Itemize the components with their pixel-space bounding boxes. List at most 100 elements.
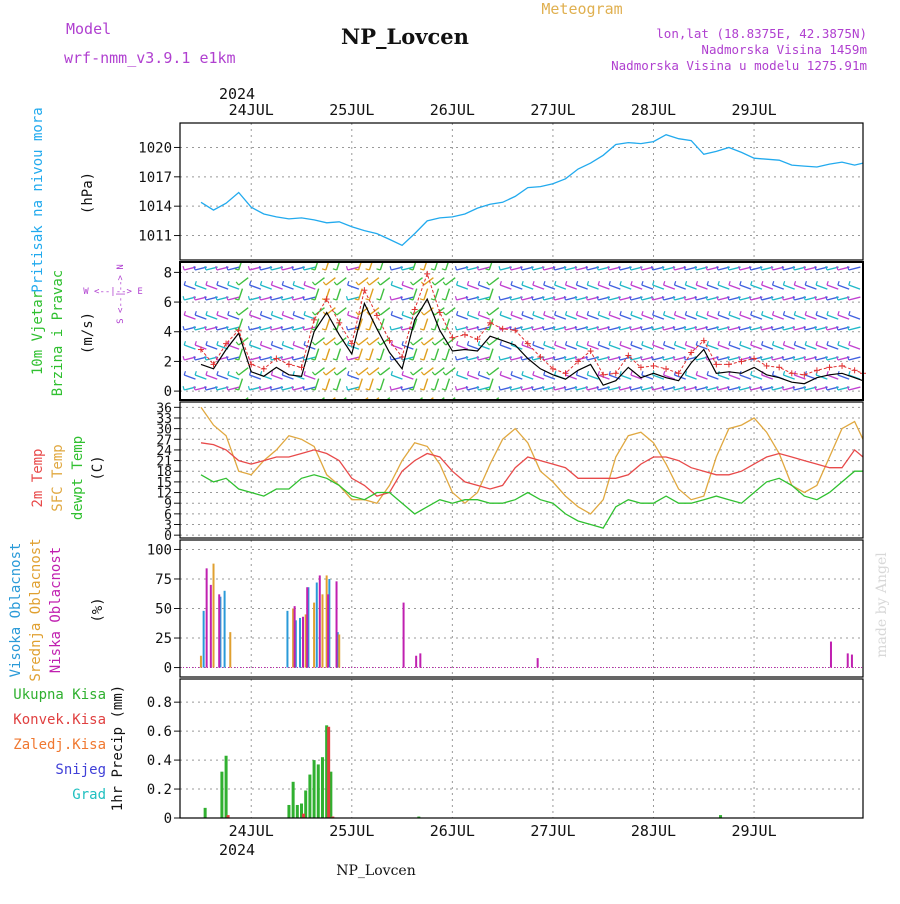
wind-barb (314, 262, 319, 271)
cloud-bar-2 (536, 658, 539, 668)
wind-barb-flag (542, 295, 545, 301)
wind-barb-flag (781, 265, 784, 271)
wind-barb (347, 266, 360, 271)
wind-barb-flag (194, 371, 197, 376)
wind-barb-flag (564, 311, 568, 316)
wind-barb-flag (552, 295, 556, 301)
wind-barb (412, 367, 423, 376)
wind-barb-flag (355, 281, 359, 286)
wind-barb-flag (310, 298, 316, 301)
wind-barb (630, 374, 643, 380)
wind-barb-flag (640, 355, 643, 361)
wind-barb (674, 314, 686, 320)
wind-barb-flag (401, 341, 404, 346)
wind-barb-flag (597, 341, 601, 346)
wind-barb-flag (585, 385, 588, 391)
wind-barb-flag (661, 265, 665, 271)
wind-barb-flag (476, 385, 479, 391)
wind-barb (510, 374, 523, 380)
wind-barb (347, 284, 360, 290)
wind-barb-flag (661, 295, 665, 301)
wind-barb-flag (585, 265, 588, 271)
wind-barb (478, 326, 491, 331)
cloud-bar-2 (846, 653, 849, 668)
wind-barb-flag (630, 341, 633, 346)
wind-barb (619, 284, 632, 290)
wind-barb-flag (607, 385, 610, 391)
wind-barb (772, 284, 785, 290)
wind-barb (385, 397, 391, 400)
precip-ylabel: 1hr Precip (mm) (110, 685, 126, 811)
wind-barb-flag (389, 295, 392, 301)
wind-barb (227, 326, 240, 331)
wind-barb-flag (183, 281, 187, 286)
wind-barb (282, 374, 294, 380)
wind-barb-flag (792, 385, 795, 391)
wind-barb-flag (683, 325, 686, 331)
xtick-top-26JUL: 26JUL (430, 101, 475, 119)
wind-barb (663, 344, 676, 350)
wind-barb-flag (205, 371, 208, 376)
wind-barb-flag (597, 281, 601, 286)
wind-barb (674, 374, 686, 380)
wind-barb-flag (749, 325, 752, 331)
wind-gust-line (200, 272, 864, 376)
wind-barb (750, 284, 763, 290)
wind-barb (826, 314, 839, 320)
wind-barb-flag (662, 341, 666, 346)
wind-barb (630, 344, 643, 350)
wind-barb-flag (761, 341, 764, 346)
wind-barb-flag (521, 341, 524, 346)
wind-barb (652, 284, 665, 290)
wind-barb-flag (695, 371, 699, 376)
wind-barb (728, 344, 741, 350)
wind-barb (521, 284, 534, 290)
wind-barb (194, 314, 207, 320)
wind-barb (663, 374, 676, 380)
wind-barb-flag (291, 295, 294, 301)
wind-barb-flag (509, 355, 512, 361)
wind-barb-flag (781, 295, 784, 301)
wind-barb-flag (608, 281, 611, 286)
wind-barb-flag (408, 268, 414, 271)
wind-barb-flag (441, 298, 446, 301)
wind-barb-flag (332, 298, 337, 301)
wind-barb-flag (419, 388, 425, 391)
wind-barb (674, 344, 686, 350)
wind-barb (440, 397, 445, 400)
wind-barb-flag (717, 311, 720, 316)
wind-barb (652, 344, 665, 350)
wind-barb-flag (270, 371, 274, 376)
precip-bar-1 (302, 813, 306, 818)
wind-barb-flag (431, 341, 436, 346)
wind-barb-flag (247, 325, 251, 331)
wind-barb (303, 284, 316, 290)
ytick-label-0-3: 1020 (138, 140, 172, 156)
wind-barb-flag (552, 325, 556, 331)
wind-barb-flag (345, 355, 349, 361)
wind-barb (728, 284, 741, 290)
wind-barb-flag (770, 355, 774, 361)
wind-barb (292, 284, 305, 290)
precip-bar-0 (304, 790, 308, 818)
wind-barb-flag (672, 355, 676, 361)
wind-barb-flag (465, 265, 469, 271)
wind-barb (717, 374, 730, 380)
wind-barb (358, 337, 369, 346)
wind-barb (271, 374, 283, 380)
wind-barb (237, 262, 243, 271)
wind-barb (478, 266, 491, 271)
wind-barb (587, 284, 599, 290)
model-label: Model (66, 20, 111, 38)
wind-barb-flag (302, 295, 305, 301)
wind-barb-flag (291, 355, 294, 361)
wind-barb-flag (640, 385, 643, 391)
wind-barb (674, 284, 686, 290)
wind-barb-flag (520, 325, 523, 331)
wind-barb-flag (419, 268, 425, 271)
wind-barb-flag (554, 281, 557, 286)
wind-barb (467, 344, 479, 350)
wind-barb-flag (607, 295, 610, 301)
wind-barb-flag (292, 311, 295, 316)
